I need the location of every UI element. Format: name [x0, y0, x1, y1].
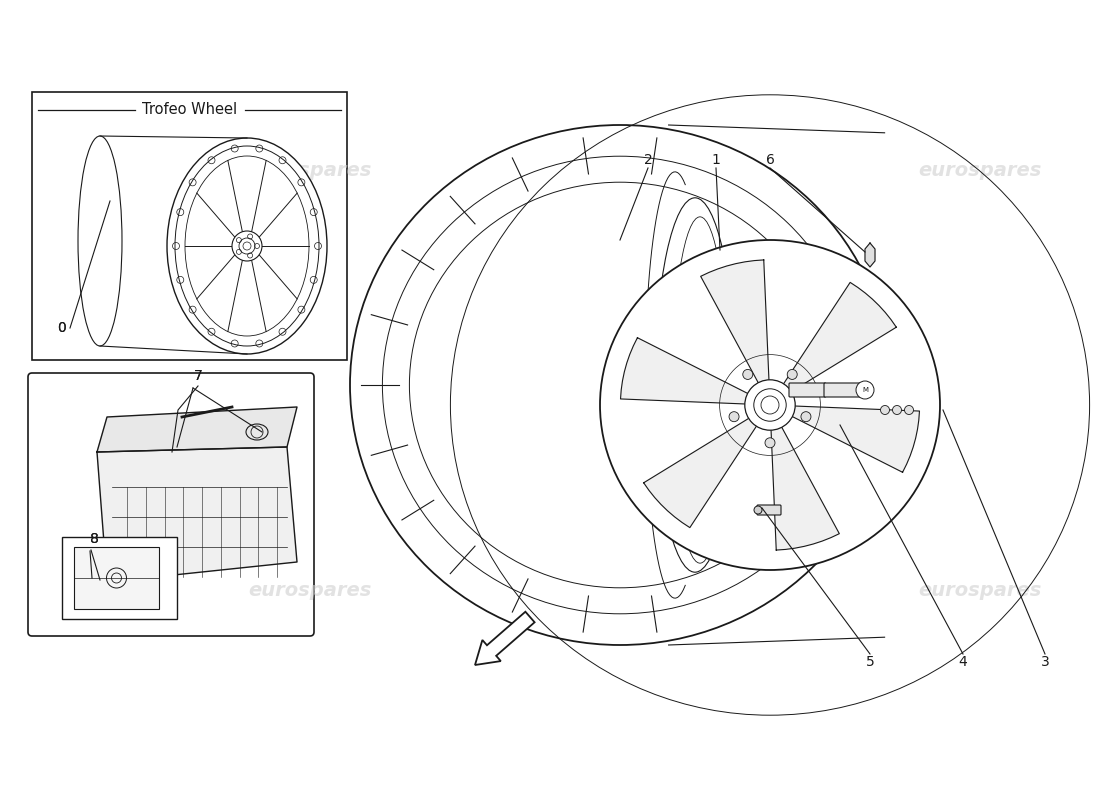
Circle shape	[801, 412, 811, 422]
Polygon shape	[780, 282, 896, 395]
Circle shape	[892, 406, 902, 414]
Text: 5: 5	[866, 655, 874, 669]
Polygon shape	[865, 243, 874, 267]
Circle shape	[880, 406, 890, 414]
Text: 3: 3	[1041, 655, 1049, 669]
Polygon shape	[771, 421, 839, 550]
Polygon shape	[97, 447, 297, 582]
Text: 7: 7	[194, 369, 202, 383]
Circle shape	[745, 380, 795, 430]
Text: 0: 0	[57, 321, 66, 335]
Polygon shape	[701, 260, 769, 389]
Text: 4: 4	[958, 655, 967, 669]
Ellipse shape	[600, 240, 940, 570]
Text: eurospares: eurospares	[618, 161, 741, 179]
Text: 8: 8	[89, 532, 98, 546]
Polygon shape	[644, 414, 760, 528]
Text: eurospares: eurospares	[249, 581, 372, 599]
Ellipse shape	[167, 138, 327, 354]
Polygon shape	[620, 338, 754, 404]
Ellipse shape	[858, 383, 872, 397]
Polygon shape	[786, 406, 920, 472]
Text: 0: 0	[57, 321, 66, 335]
Text: 6: 6	[766, 153, 774, 167]
Polygon shape	[97, 407, 297, 452]
FancyBboxPatch shape	[789, 383, 826, 397]
Text: 1: 1	[712, 153, 720, 167]
Text: eurospares: eurospares	[249, 161, 372, 179]
Circle shape	[764, 438, 776, 448]
Ellipse shape	[672, 217, 728, 563]
FancyBboxPatch shape	[28, 373, 313, 636]
Ellipse shape	[754, 506, 762, 514]
Circle shape	[904, 406, 913, 414]
FancyArrow shape	[475, 612, 535, 665]
Circle shape	[742, 370, 752, 379]
Text: 2: 2	[644, 153, 652, 167]
Circle shape	[232, 231, 262, 261]
Circle shape	[788, 370, 798, 379]
FancyBboxPatch shape	[824, 383, 866, 397]
Ellipse shape	[350, 125, 890, 645]
Text: M: M	[862, 387, 868, 393]
Circle shape	[729, 412, 739, 422]
Text: 8: 8	[89, 532, 98, 546]
Bar	[32, 92, 346, 360]
FancyBboxPatch shape	[757, 505, 781, 515]
Ellipse shape	[246, 424, 268, 440]
Bar	[74, 547, 160, 609]
Bar	[62, 537, 177, 619]
Ellipse shape	[654, 198, 735, 572]
Text: eurospares: eurospares	[618, 581, 741, 599]
Text: eurospares: eurospares	[918, 581, 1042, 599]
Circle shape	[856, 381, 875, 399]
Text: eurospares: eurospares	[918, 161, 1042, 179]
Text: 7: 7	[194, 369, 202, 383]
Text: Trofeo Wheel: Trofeo Wheel	[142, 102, 238, 118]
